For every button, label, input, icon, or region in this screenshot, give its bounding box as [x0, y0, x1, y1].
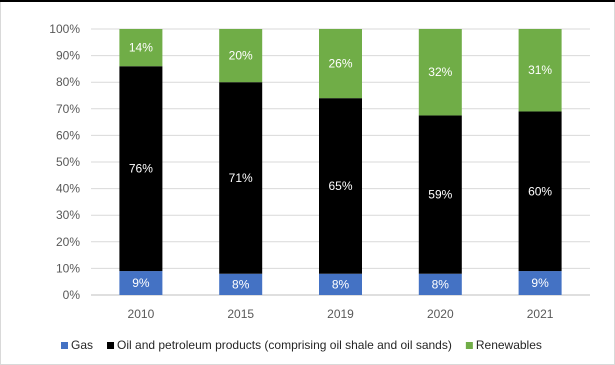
y-tick-label: 10% — [56, 261, 80, 275]
data-label: 26% — [328, 57, 352, 71]
x-tick-label: 2019 — [327, 307, 354, 321]
bar-segment-renewables — [418, 29, 462, 116]
data-label: 65% — [328, 179, 352, 193]
bar-segment-renewables — [219, 29, 263, 83]
bars: 9% 76% 14% 8% 71% 20% 8% 65% 26% 8% 59% 32% 9% 60% 31% — [119, 29, 562, 295]
data-label: 59% — [428, 188, 452, 202]
data-label: 14% — [129, 41, 153, 55]
data-label: 32% — [428, 65, 452, 79]
data-label: 9% — [531, 276, 549, 290]
bar-segment-gas — [418, 273, 462, 295]
y-tick-label: 100% — [49, 22, 80, 36]
y-tick-label: 80% — [56, 75, 80, 89]
data-label: 8% — [332, 277, 350, 291]
y-tick-label: 20% — [56, 235, 80, 249]
bar-segment-gas — [319, 273, 362, 295]
legend-swatch — [107, 342, 115, 349]
x-tick-label: 2010 — [128, 307, 155, 321]
data-label: 20% — [229, 49, 253, 63]
y-tick-label: 30% — [56, 208, 80, 222]
x-tick-label: 2020 — [427, 307, 454, 321]
y-tick-label: 50% — [56, 155, 80, 169]
x-tick-label: 2015 — [227, 307, 254, 321]
bar-segment-oil — [418, 115, 462, 274]
legend: Gas Oil and petroleum products (comprisin… — [61, 338, 542, 352]
y-tick-label: 90% — [56, 49, 80, 63]
bar-segment-oil — [119, 66, 163, 272]
y-tick-label: 60% — [56, 128, 80, 142]
y-axis-ticks: 0% 10% 20% 30% 40% 50% 60% 70% 80% 90% 100% — [49, 22, 80, 302]
data-label: 9% — [132, 276, 150, 290]
frame-top-border — [0, 0, 615, 2]
legend-label: Renewables — [476, 338, 542, 352]
bar-segment-gas — [219, 273, 263, 295]
data-label: 31% — [528, 63, 552, 77]
legend-swatch — [465, 342, 473, 349]
x-axis-ticks: 2010 2015 2019 2020 2021 — [128, 307, 554, 321]
legend-swatch — [61, 342, 68, 349]
data-label: 76% — [129, 162, 153, 176]
y-tick-label: 0% — [63, 288, 81, 302]
data-label: 8% — [232, 277, 250, 291]
x-tick-label: 2021 — [527, 307, 554, 321]
bar-segment-renewables — [518, 29, 562, 112]
bar-segment-oil — [518, 111, 562, 272]
bar-segment-gas — [119, 271, 163, 295]
y-tick-label: 70% — [56, 102, 80, 116]
data-label: 71% — [229, 171, 253, 185]
bar-segment-renewables — [119, 29, 163, 67]
data-label: 8% — [432, 277, 450, 291]
legend-label: Oil and petroleum products (comprising o… — [117, 338, 452, 352]
bar-segment-oil — [219, 82, 263, 274]
y-tick-label: 40% — [56, 182, 80, 196]
bar-segment-renewables — [319, 29, 362, 99]
data-label: 60% — [528, 184, 552, 198]
legend-label: Gas — [71, 338, 93, 352]
bar-segment-gas — [518, 271, 562, 295]
bar-segment-oil — [319, 98, 362, 274]
